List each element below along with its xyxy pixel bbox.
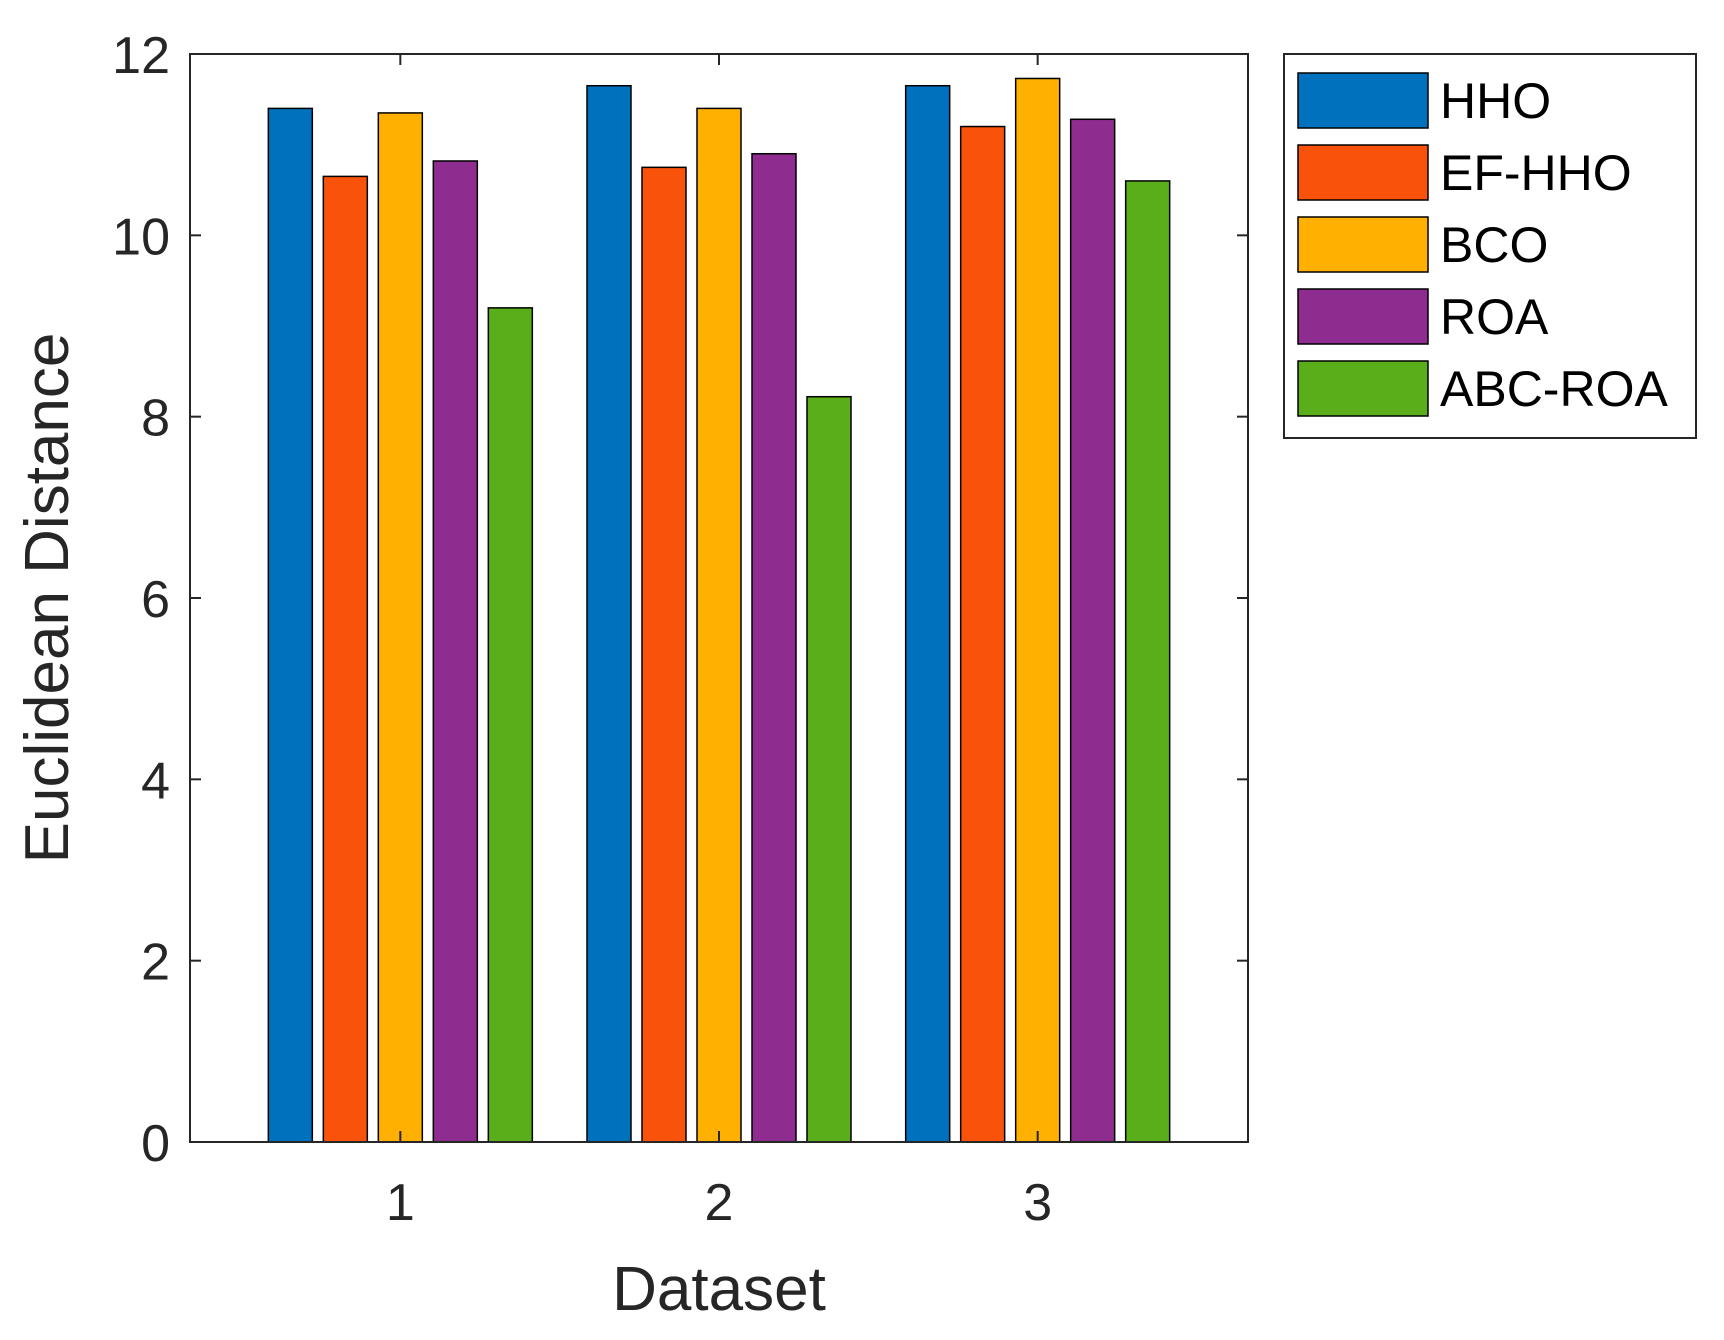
x-axis: 1 2 3 [386,54,1052,1232]
bars-group [267,77,1171,1143]
y-tick-label: 4 [141,752,170,810]
bar-abc-roa-dataset-2 [806,395,852,1143]
y-tick-label: 2 [141,934,170,992]
bar-roa-dataset-1 [432,160,479,1143]
bar-bco-dataset-2 [696,107,742,1143]
y-tick-label: 10 [112,208,170,266]
legend-swatch-bco [1297,216,1429,273]
legend-label-ef-hho: EF-HHO [1440,145,1632,201]
bar-ef-hho-dataset-2 [641,166,687,1143]
legend-label-abc-roa: ABC-ROA [1440,361,1668,417]
y-tick-label: 0 [141,1115,170,1173]
bar-abc-roa-dataset-1 [487,307,534,1143]
legend-swatch-abc-roa [1297,360,1429,417]
y-axis-title: Euclidean Distance [13,333,82,864]
y-axis: 0 2 4 6 8 10 12 [112,27,1248,1173]
bar-hho-dataset-3 [904,84,951,1143]
legend-label-roa: ROA [1440,289,1549,345]
bar-bco-dataset-3 [1014,77,1061,1143]
bar-bco-dataset-1 [377,112,424,1143]
bar-abc-roa-dataset-3 [1124,180,1171,1143]
legend-swatch-roa [1297,288,1429,345]
legend: HHO EF-HHO BCO ROA ABC-ROA [1283,53,1697,439]
y-tick-label: 6 [141,571,170,629]
x-axis-title: Dataset [612,1255,826,1324]
legend-swatch-hho [1297,72,1429,129]
bar-hho-dataset-1 [267,107,314,1143]
y-tick-label: 8 [141,390,170,448]
y-tick-label: 12 [112,27,170,85]
x-tick-label-2: 2 [705,1174,734,1232]
legend-swatch-ef-hho [1297,144,1429,201]
bar-roa-dataset-3 [1069,118,1116,1143]
bar-roa-dataset-2 [751,152,797,1143]
legend-label-bco: BCO [1440,217,1548,273]
x-tick-label-3: 3 [1023,1174,1052,1232]
x-tick-label-1: 1 [386,1174,415,1232]
legend-label-hho: HHO [1440,73,1551,129]
bar-hho-dataset-2 [586,84,632,1143]
bar-ef-hho-dataset-3 [959,125,1006,1143]
bar-ef-hho-dataset-1 [322,175,369,1143]
